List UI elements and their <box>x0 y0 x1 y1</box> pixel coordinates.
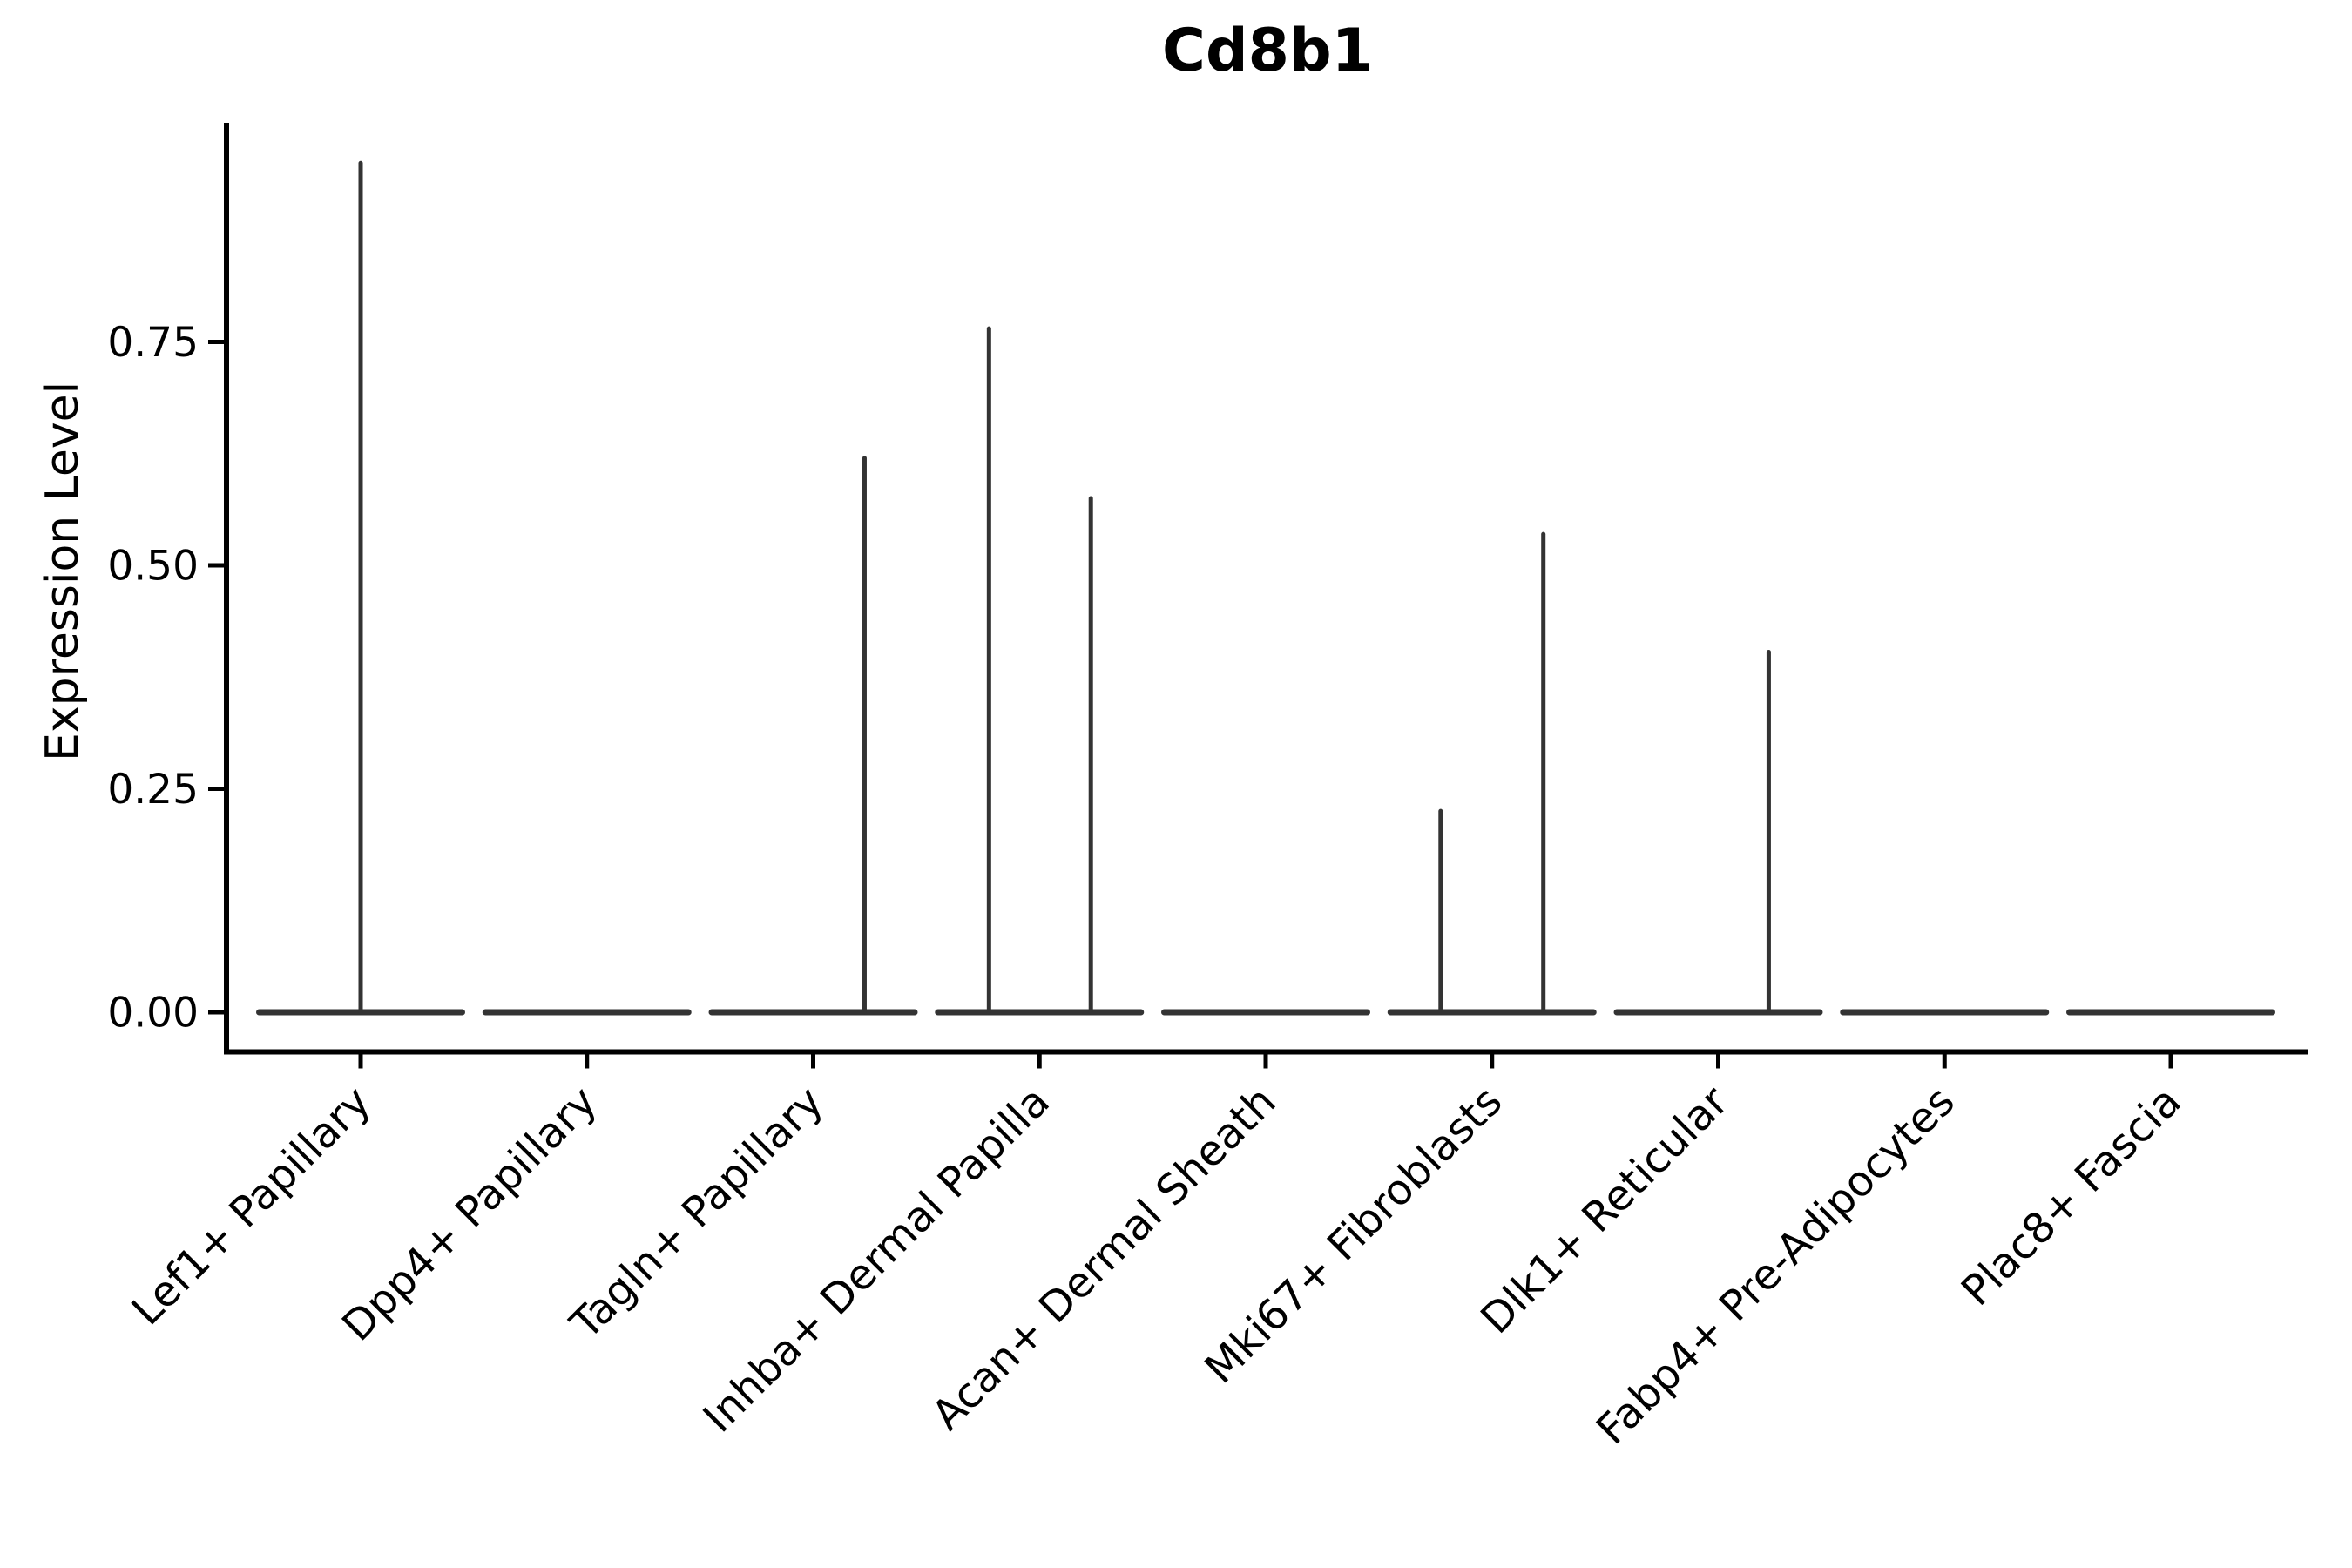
y-tick-label: 0.50 <box>107 542 199 590</box>
violin-baseline <box>1387 1009 1597 1016</box>
plot-title: Cd8b1 <box>1162 17 1373 85</box>
violin-baseline <box>1161 1009 1370 1016</box>
y-tick-label: 0.75 <box>107 319 199 367</box>
y-tick-label: 0.00 <box>107 989 199 1037</box>
x-tick-label: Plac8+ Fascia <box>1952 1077 2191 1315</box>
violin-baseline <box>2066 1009 2275 1016</box>
x-tick-label: Lef1+ Papillary <box>123 1077 381 1335</box>
violin-baseline <box>708 1009 918 1016</box>
y-tick-label: 0.25 <box>107 766 199 814</box>
violin-baseline <box>482 1009 692 1016</box>
x-tick-label: Tagln+ Papillary <box>561 1077 833 1348</box>
violin-baseline <box>935 1009 1145 1016</box>
violin-baseline <box>1840 1009 2050 1016</box>
violin-baseline <box>1613 1009 1823 1016</box>
x-tick-label: Fabp4+ Pre-Adipocytes <box>1587 1077 1964 1454</box>
x-tick-label: Dlk1+ Reticular <box>1471 1077 1738 1343</box>
